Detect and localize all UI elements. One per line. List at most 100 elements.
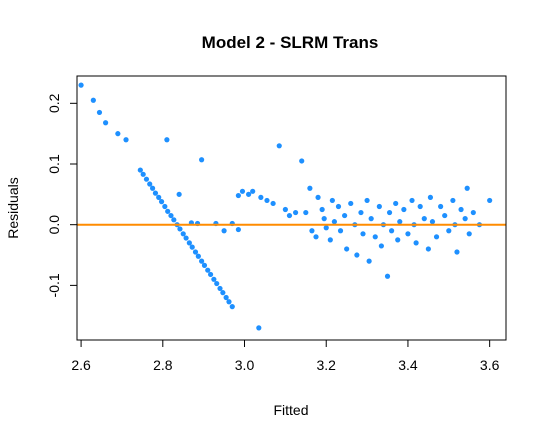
data-point — [103, 120, 109, 126]
data-point — [115, 131, 121, 137]
data-point — [433, 234, 440, 240]
data-point — [258, 194, 264, 200]
x-tick-label: 3.6 — [480, 357, 500, 373]
data-point — [183, 235, 189, 241]
data-point — [201, 262, 208, 268]
chart-title: Model 2 - SLRM Trans — [202, 33, 379, 52]
data-point — [454, 249, 460, 255]
y-tick-label: 0.2 — [46, 93, 62, 113]
data-point — [376, 203, 382, 210]
data-point — [335, 203, 342, 210]
data-point — [192, 249, 199, 255]
data-point — [165, 208, 171, 214]
data-point — [137, 167, 143, 173]
data-points — [78, 82, 493, 331]
data-point — [239, 188, 246, 194]
data-point — [413, 240, 419, 246]
data-point — [214, 280, 220, 287]
data-point — [208, 271, 214, 278]
data-point — [140, 171, 146, 177]
data-point — [470, 209, 476, 216]
data-point — [323, 225, 329, 231]
data-point — [168, 212, 174, 219]
data-point — [464, 185, 470, 191]
data-point — [195, 253, 201, 259]
data-point — [78, 82, 84, 88]
data-point — [378, 243, 384, 249]
data-point — [96, 109, 103, 116]
data-point — [180, 231, 186, 237]
data-point — [409, 197, 415, 204]
data-point — [487, 197, 493, 204]
data-point — [286, 212, 293, 219]
x-axis-label: Fitted — [273, 402, 308, 418]
data-point — [152, 190, 159, 196]
data-point — [417, 203, 423, 210]
data-point — [421, 216, 427, 222]
data-point — [177, 226, 183, 232]
data-point — [156, 194, 162, 200]
data-point — [211, 276, 217, 282]
data-point — [235, 192, 241, 199]
data-point — [360, 231, 366, 237]
x-tick-label: 2.8 — [153, 357, 173, 373]
data-point — [256, 325, 262, 331]
data-point — [368, 216, 374, 222]
data-point — [221, 228, 227, 234]
data-point — [354, 252, 360, 258]
x-tick-label: 3.0 — [235, 357, 255, 373]
data-point — [372, 234, 378, 240]
data-point — [337, 228, 344, 234]
data-point — [348, 200, 354, 207]
data-point — [226, 299, 232, 305]
data-point — [329, 197, 335, 204]
data-point — [276, 143, 282, 149]
data-point — [364, 197, 370, 204]
data-point — [446, 228, 452, 234]
data-point — [331, 219, 337, 225]
data-point — [176, 191, 182, 197]
data-point — [217, 285, 223, 292]
data-point — [186, 240, 192, 246]
y-tick-label: -0.1 — [46, 273, 62, 297]
data-point — [462, 216, 468, 222]
data-point — [299, 158, 305, 164]
data-point — [427, 194, 434, 200]
data-point — [384, 273, 391, 279]
data-point — [147, 181, 153, 187]
data-point — [450, 197, 456, 204]
data-point — [342, 212, 348, 219]
data-point — [303, 209, 309, 216]
data-point — [158, 199, 165, 205]
data-point — [327, 237, 333, 243]
data-point — [344, 246, 350, 252]
data-point — [205, 267, 211, 273]
data-point — [250, 188, 256, 194]
data-point — [282, 206, 288, 213]
data-point — [270, 200, 276, 207]
data-point — [123, 137, 129, 143]
x-axis: 2.6 2.8 3.0 3.2 3.4 3.6 — [71, 340, 500, 373]
data-point — [229, 304, 235, 310]
x-tick-label: 2.6 — [71, 357, 91, 373]
data-point — [389, 228, 395, 234]
data-point — [309, 228, 315, 234]
data-point — [358, 209, 364, 216]
data-point — [149, 185, 156, 191]
data-point — [319, 206, 325, 213]
data-point — [189, 244, 195, 250]
y-tick-label: 0.0 — [46, 215, 62, 235]
data-point — [235, 226, 241, 233]
data-point — [438, 203, 444, 210]
data-point — [162, 203, 168, 210]
data-point — [401, 206, 407, 213]
y-tick-label: 0.1 — [46, 154, 62, 174]
plot-frame — [76, 75, 507, 341]
data-point — [405, 231, 411, 237]
data-point — [171, 217, 177, 223]
data-point — [143, 176, 150, 182]
data-point — [321, 216, 327, 222]
data-point — [90, 97, 96, 103]
data-point — [164, 137, 170, 143]
